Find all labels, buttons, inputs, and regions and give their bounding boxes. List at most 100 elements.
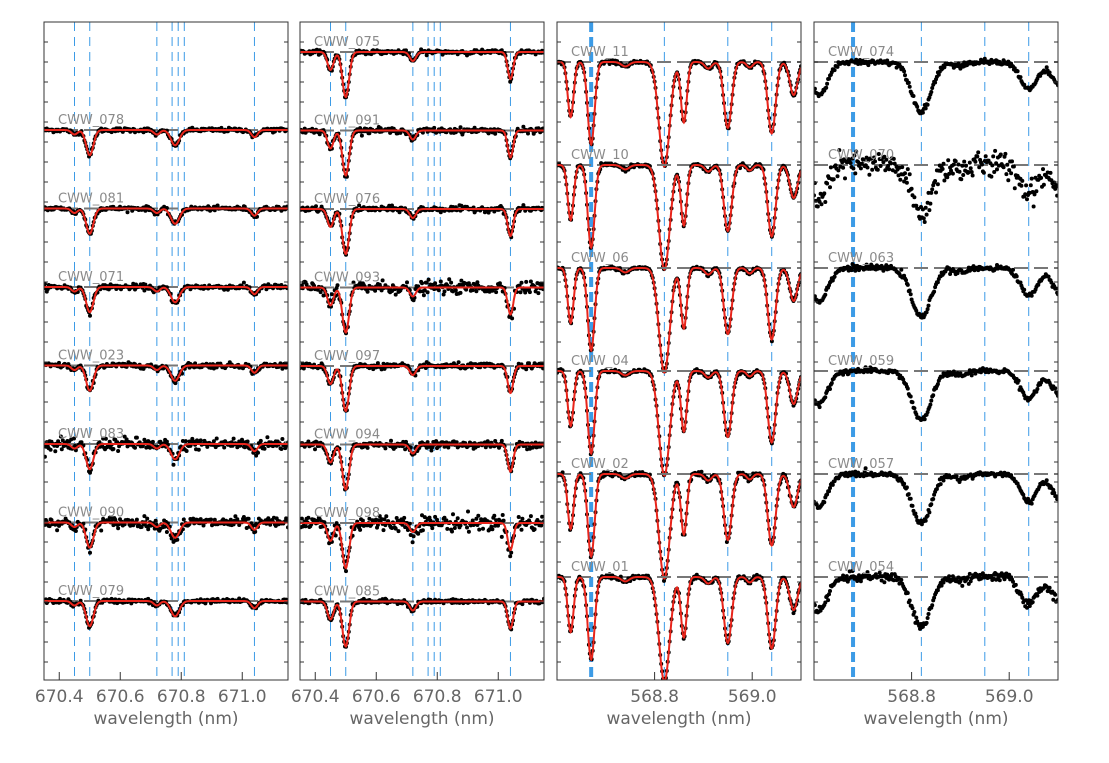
spectrum-CWW_070	[814, 148, 1058, 224]
spectrum-CWW_097	[300, 360, 544, 413]
model-fit-line	[557, 164, 801, 271]
x-axis-label: wavelength (nm)	[349, 709, 494, 729]
spectrum-CWW_074	[814, 56, 1058, 116]
star-label: CWW_081	[58, 192, 124, 207]
plot-frame	[43, 21, 289, 681]
star-label: CWW_075	[314, 35, 380, 50]
model-fit-line	[557, 267, 801, 374]
model-fit-line	[44, 207, 288, 235]
spectrum-CWW_081	[44, 203, 288, 236]
x-tick-label: 568.8	[630, 687, 679, 707]
star-label: CWW_023	[58, 349, 124, 364]
spectrum-CWW_023	[44, 360, 288, 393]
spectrum-CWW_078	[44, 125, 288, 159]
star-label: CWW_02	[571, 457, 629, 472]
model-fit-line	[557, 473, 801, 580]
spectrum-CWW_076	[300, 203, 544, 257]
star-label: CWW_06	[571, 251, 629, 266]
star-label: CWW_079	[58, 584, 124, 599]
spectrum-CWW_059	[814, 365, 1058, 422]
spectrum-CWW_075	[300, 47, 544, 100]
x-tick-label: 568.8	[887, 687, 936, 707]
model-fit-line	[300, 129, 544, 177]
star-label: CWW_10	[571, 148, 629, 163]
star-label: CWW_097	[314, 349, 380, 364]
model-fit-line	[557, 370, 801, 477]
model-fit-line	[300, 286, 544, 334]
model-fit-line	[44, 129, 288, 157]
spectrum-CWW_091	[300, 124, 544, 179]
x-tick-label: 671.0	[218, 687, 267, 707]
model-fit-line	[44, 443, 288, 471]
spectrum-CWW_063	[814, 262, 1058, 320]
spectra-panel-4: CWW_074 CWW_070 CWW_063 CWW_059 CWW_057 CWW_0…	[813, 21, 1059, 729]
model-fit-line	[300, 600, 544, 648]
star-label: CWW_054	[828, 560, 894, 575]
spectrum-CWW_057	[814, 466, 1058, 527]
spectrum-CWW_01	[557, 572, 801, 680]
model-fit-line	[44, 286, 288, 314]
x-tick-label: 569.0	[985, 687, 1034, 707]
star-label: CWW_057	[828, 457, 894, 472]
star-label: CWW_093	[314, 271, 380, 286]
model-fit-line	[557, 61, 801, 168]
spectrum-CWW_079	[44, 596, 288, 630]
observed-points	[814, 56, 1058, 116]
spectrum-CWW_093	[300, 277, 544, 336]
star-label: CWW_070	[828, 148, 894, 163]
observed-points	[44, 514, 288, 555]
x-tick-label: 671.0	[474, 687, 523, 707]
plot-frame	[813, 21, 1059, 681]
observed-points	[814, 262, 1058, 320]
spectrum-CWW_06	[557, 264, 801, 374]
star-label: CWW_083	[58, 427, 124, 442]
spectra-panel-3: CWW_11 CWW_10 CWW_06 CWW_04 CWW_02 CWW_01 568.…	[556, 21, 802, 729]
spectrum-CWW_071	[44, 280, 288, 318]
model-fit-line	[300, 51, 544, 99]
star-label: CWW_090	[58, 506, 124, 521]
model-fit-line	[44, 364, 288, 392]
spectrum-CWW_085	[300, 596, 544, 649]
x-tick-label: 569.0	[728, 687, 777, 707]
spectra-panel-1: CWW_078 CWW_081 CWW_071 CWW_023 CWW_083 CWW_0…	[35, 21, 289, 729]
observed-points	[814, 365, 1058, 422]
model-fit-line	[300, 522, 544, 570]
star-label: CWW_074	[828, 45, 894, 60]
star-label: CWW_098	[314, 506, 380, 521]
star-label: CWW_063	[828, 251, 894, 266]
x-tick-label: 670.8	[413, 687, 462, 707]
star-label: CWW_076	[314, 192, 380, 207]
spectrum-CWW_094	[300, 438, 544, 492]
x-axis-label: wavelength (nm)	[863, 709, 1008, 729]
plot-frame	[299, 21, 545, 681]
observed-points	[814, 466, 1058, 527]
model-fit-line	[557, 576, 801, 680]
x-tick-label: 670.6	[96, 687, 145, 707]
spectra-panel-2: CWW_075 CWW_091 CWW_076 CWW_093 CWW_097 CWW_0…	[291, 21, 545, 729]
x-tick-label: 670.4	[291, 687, 340, 707]
spectrum-CWW_02	[557, 469, 801, 583]
model-fit-line	[44, 600, 288, 628]
x-tick-label: 670.4	[35, 687, 84, 707]
plot-frame	[556, 21, 802, 681]
x-tick-label: 670.8	[157, 687, 206, 707]
x-tick-label: 670.6	[352, 687, 401, 707]
star-label: CWW_078	[58, 113, 124, 128]
model-fit-line	[300, 208, 544, 256]
star-label: CWW_091	[314, 114, 380, 129]
star-label: CWW_071	[58, 270, 124, 285]
model-fit-line	[300, 365, 544, 413]
star-label: CWW_11	[571, 45, 629, 60]
star-label: CWW_04	[571, 354, 629, 369]
x-axis-label: wavelength (nm)	[93, 709, 238, 729]
x-axis-label: wavelength (nm)	[606, 709, 751, 729]
observed-points	[814, 569, 1058, 631]
star-label: CWW_094	[314, 428, 380, 443]
star-label: CWW_059	[828, 354, 894, 369]
spectrum-CWW_054	[814, 569, 1058, 631]
model-fit-line	[300, 443, 544, 491]
star-label: CWW_01	[571, 560, 629, 575]
spectrum-CWW_090	[44, 514, 288, 555]
model-fit-line	[44, 521, 288, 549]
